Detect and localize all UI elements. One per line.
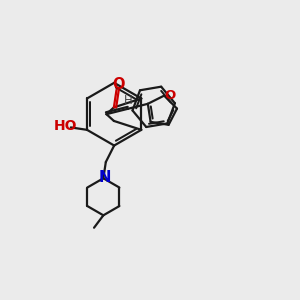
Text: H: H [124, 94, 133, 107]
Text: HO: HO [54, 119, 77, 133]
Text: O: O [112, 77, 124, 92]
Text: N: N [98, 170, 111, 185]
Text: O: O [164, 89, 175, 102]
